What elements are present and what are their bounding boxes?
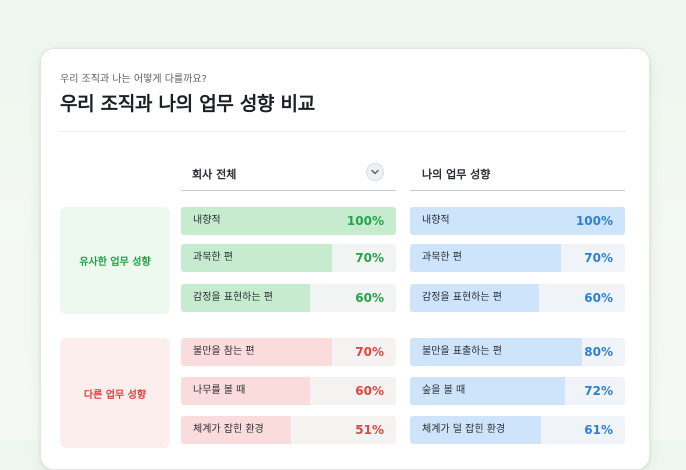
bar-company-similar: 감정을 표현하는 편 60%	[181, 284, 396, 312]
bar-percent: 80%	[584, 345, 613, 359]
bar-company-similar: 내향적 100%	[181, 207, 396, 235]
bar-percent: 70%	[355, 251, 384, 265]
bar-percent: 72%	[584, 384, 613, 398]
bar-fill	[410, 244, 561, 272]
column-underline-mine	[410, 190, 625, 191]
bar-mine-different: 숲을 볼 때 72%	[410, 377, 625, 405]
bar-fill	[181, 244, 332, 272]
bar-percent: 100%	[346, 214, 384, 228]
card-subtitle: 우리 조직과 나는 어떻게 다를까요?	[60, 74, 207, 85]
bar-percent: 70%	[584, 251, 613, 265]
bar-label: 체계가 잡힌 환경	[193, 424, 264, 435]
column-header-mine: 나의 업무 성향	[422, 168, 491, 181]
bar-mine-different: 체계가 덜 잡힌 환경 61%	[410, 416, 625, 444]
group-label-similar: 유사한 업무 성향	[60, 207, 170, 314]
bar-fill	[410, 377, 565, 405]
bar-percent: 60%	[355, 291, 384, 305]
bar-mine-similar: 내향적 100%	[410, 207, 625, 235]
bar-company-different: 체계가 잡힌 환경 51%	[181, 416, 396, 444]
bar-fill	[410, 207, 625, 235]
bar-mine-similar: 과묵한 편 70%	[410, 244, 625, 272]
bar-label: 감정을 표현하는 편	[193, 292, 273, 303]
bar-fill	[181, 377, 310, 405]
bar-mine-similar: 감정을 표현하는 편 60%	[410, 284, 625, 312]
bar-label: 불만을 표출하는 편	[422, 346, 502, 357]
bar-label: 내향적	[193, 215, 221, 226]
bar-label: 과묵한 편	[193, 252, 233, 263]
bar-fill	[181, 207, 396, 235]
bar-label: 과묵한 편	[422, 252, 462, 263]
bar-fill	[410, 416, 542, 444]
bar-label: 내향적	[422, 215, 450, 226]
column-underline-company	[181, 190, 396, 191]
bar-fill	[181, 284, 310, 312]
bar-percent: 51%	[355, 423, 384, 437]
bar-label: 나무를 볼 때	[193, 385, 246, 396]
bar-percent: 70%	[355, 345, 384, 359]
bar-fill	[181, 416, 291, 444]
bar-mine-different: 불만을 표출하는 편 80%	[410, 338, 625, 366]
bar-company-different: 불만을 참는 편 70%	[181, 338, 396, 366]
bar-fill	[410, 338, 582, 366]
card-title: 우리 조직과 나의 업무 성향 비교	[60, 93, 315, 115]
column-dropdown-button[interactable]	[366, 163, 384, 181]
bar-fill	[181, 338, 332, 366]
column-header-company: 회사 전체	[192, 168, 237, 181]
bar-label: 감정을 표현하는 편	[422, 292, 502, 303]
bar-fill	[410, 284, 539, 312]
group-label-different: 다른 업무 성향	[60, 338, 170, 448]
bar-label: 숲을 볼 때	[422, 385, 466, 396]
bar-percent: 60%	[355, 384, 384, 398]
bar-percent: 61%	[584, 423, 613, 437]
bar-label: 체계가 덜 잡힌 환경	[422, 424, 506, 435]
bar-company-similar: 과묵한 편 70%	[181, 244, 396, 272]
bar-percent: 100%	[575, 214, 613, 228]
bar-percent: 60%	[584, 291, 613, 305]
bar-label: 불만을 참는 편	[193, 346, 255, 357]
title-divider	[60, 131, 626, 132]
chevron-down-icon	[371, 169, 379, 175]
bar-company-different: 나무를 볼 때 60%	[181, 377, 396, 405]
